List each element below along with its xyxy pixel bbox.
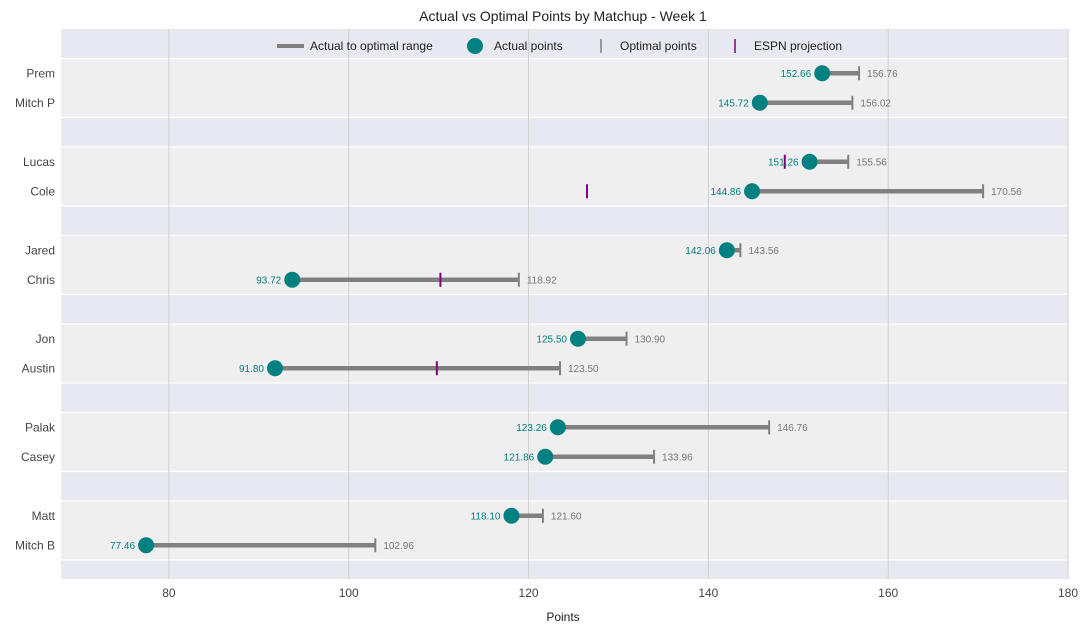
team-label: Lucas	[23, 155, 55, 169]
team-label: Casey	[21, 450, 55, 464]
legend-label: ESPN projection	[754, 39, 842, 53]
team-label: Chris	[27, 273, 55, 287]
team-label: Mitch B	[15, 538, 55, 552]
actual-point	[744, 183, 761, 200]
optimal-value-label: 130.90	[635, 334, 666, 345]
x-axis-label: Points	[546, 610, 579, 624]
actual-point	[503, 507, 520, 524]
team-label: Matt	[32, 509, 56, 523]
matchup-band	[61, 324, 1068, 383]
actual-value-label: 125.50	[536, 334, 567, 345]
optimal-value-label: 155.56	[856, 157, 887, 168]
matchup-band	[61, 412, 1068, 472]
team-label: Austin	[22, 361, 55, 375]
actual-value-label: 121.86	[504, 452, 535, 463]
matchup-band	[61, 147, 1068, 206]
actual-point	[549, 419, 566, 436]
actual-value-label: 93.72	[256, 275, 281, 286]
optimal-value-label: 146.76	[777, 423, 808, 434]
team-label: Jared	[25, 243, 55, 257]
x-tick-label: 140	[698, 586, 718, 600]
team-label: Cole	[30, 184, 55, 198]
actual-point	[718, 242, 735, 259]
chart-title: Actual vs Optimal Points by Matchup - We…	[419, 8, 707, 24]
legend-label: Optimal points	[620, 39, 697, 53]
x-tick-label: 180	[1058, 586, 1078, 600]
actual-point	[751, 94, 768, 111]
team-label: Palak	[25, 420, 56, 434]
optimal-value-label: 102.96	[383, 541, 414, 552]
actual-value-label: 91.80	[239, 364, 264, 375]
x-tick-label: 80	[162, 586, 176, 600]
x-tick-label: 160	[878, 586, 898, 600]
team-label: Prem	[26, 66, 55, 80]
optimal-value-label: 121.60	[551, 511, 582, 522]
legend-label: Actual to optimal range	[310, 39, 433, 53]
matchup-band	[61, 58, 1068, 118]
actual-value-label: 144.86	[710, 187, 741, 198]
actual-point	[266, 360, 283, 377]
optimal-value-label: 156.76	[867, 69, 898, 80]
x-tick-label: 100	[339, 586, 359, 600]
optimal-value-label: 123.50	[568, 364, 599, 375]
optimal-value-label: 118.92	[527, 275, 557, 286]
legend-label: Actual points	[494, 39, 563, 53]
actual-value-label: 145.72	[718, 98, 749, 109]
plot-background	[61, 29, 1068, 579]
team-label: Jon	[36, 332, 55, 346]
matchup-band	[61, 501, 1068, 560]
actual-point	[138, 537, 155, 554]
actual-point	[537, 448, 554, 465]
actual-point	[284, 271, 301, 288]
optimal-value-label: 170.56	[991, 187, 1022, 198]
actual-value-label: 151.26	[768, 157, 799, 168]
matchup-band	[61, 235, 1068, 295]
actual-value-label: 123.26	[516, 423, 547, 434]
actual-value-label: 142.06	[685, 246, 716, 257]
optimal-value-label: 156.02	[860, 98, 891, 109]
optimal-value-label: 143.56	[748, 246, 779, 257]
x-tick-label: 120	[519, 586, 539, 600]
actual-value-label: 152.66	[781, 69, 812, 80]
legend-actual-swatch	[467, 38, 483, 54]
actual-value-label: 118.10	[471, 511, 501, 522]
actual-value-label: 77.46	[110, 541, 135, 552]
actual-point	[569, 330, 586, 347]
optimal-value-label: 133.96	[662, 452, 693, 463]
team-label: Mitch P	[15, 96, 55, 110]
actual-point	[801, 153, 818, 170]
actual-point	[814, 65, 831, 82]
